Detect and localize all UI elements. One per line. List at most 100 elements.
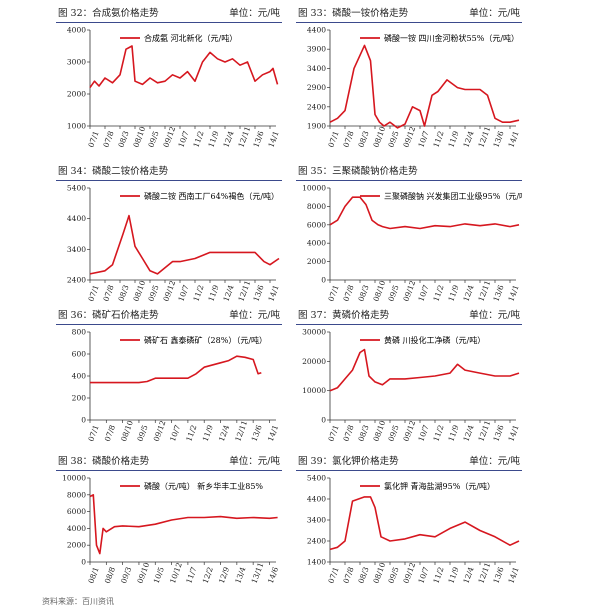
y-tick-label: 4400	[307, 495, 326, 504]
series-line	[329, 496, 520, 551]
chart-panel-yellow-phosphorus: 图 37：黄磷价格走势 单位：元/吨 0 10000 20000 30000 07/1 0…	[296, 308, 522, 448]
x-tick-label: 12/4	[461, 130, 475, 149]
chart-panel-ammonia: 图 32：合成氨价格走势 单位：元/吨 1000 2000 3000 4000 07/1…	[56, 6, 282, 154]
chart-title: 图 33：磷酸一铵价格走势	[298, 8, 409, 19]
x-tick-label: 08/10	[371, 561, 387, 585]
x-tick-label: 12/9	[217, 566, 231, 585]
x-tick-label: 14/1	[506, 130, 520, 149]
y-tick-label: 2000	[67, 541, 86, 550]
x-tick-label: 13/11	[250, 561, 266, 584]
x-tick-label: 14/1	[506, 566, 520, 585]
x-tick-label: 07/8	[341, 130, 355, 149]
x-tick-label: 08/3	[356, 424, 370, 443]
x-tick-label: 12/4	[461, 566, 475, 585]
x-tick-label: 09/12	[161, 125, 177, 149]
y-tick-label: 2000	[67, 90, 86, 99]
y-tick-label: 2000	[307, 257, 326, 266]
x-tick-label: 11/9	[446, 130, 460, 149]
y-tick-label: 0	[81, 416, 86, 425]
y-tick-label: 2900	[307, 83, 326, 92]
x-tick-label: 11/9	[446, 284, 460, 303]
y-tick-label: 3400	[307, 64, 326, 73]
y-tick-label: 1400	[307, 558, 326, 567]
y-tick-label: 3400	[307, 516, 326, 525]
series-line	[329, 44, 520, 129]
chart-panel-phosphoric-acid: 图 38：磷酸价格走势 单位：元/吨 0 2000 4000 6000 8000 1000…	[56, 454, 282, 590]
line-chart: 0 10000 20000 30000 07/1 07/8 08/3 08/10 09/5 09/…	[302, 328, 520, 443]
series-line	[89, 214, 280, 275]
chart-header: 图 35：三聚磷酸钠价格走势	[296, 164, 522, 181]
x-tick-label: 07/8	[103, 424, 117, 443]
source-note: 资料来源：百川资讯	[42, 597, 114, 606]
legend-label: 磷酸二铵 西南工厂64%褐色（元/吨）	[144, 191, 279, 201]
x-tick-label: 12/2	[201, 566, 215, 585]
series-line	[329, 196, 520, 230]
y-tick-label: 2400	[307, 102, 326, 111]
x-tick-label: 07/1	[326, 566, 340, 585]
x-tick-label: 09/12	[401, 125, 417, 149]
y-tick-label: 200	[72, 394, 87, 403]
chart-title: 图 37：黄磷价格走势	[298, 310, 390, 321]
chart-title: 图 32：合成氨价格走势	[58, 8, 159, 19]
y-tick-label: 5400	[307, 474, 326, 483]
x-tick-label: 07/1	[326, 424, 340, 443]
legend-label: 合成氨 河北新化（元/吨）	[144, 33, 237, 43]
x-tick-label: 08/10	[371, 419, 387, 443]
x-tick-label: 10/7	[416, 566, 430, 585]
y-tick-label: 8000	[307, 202, 326, 211]
y-tick-label: 0	[321, 276, 326, 285]
x-tick-label: 11/9	[206, 284, 220, 303]
x-tick-label: 11/2	[431, 284, 445, 303]
x-tick-label: 14/1	[266, 284, 280, 303]
x-tick-label: 08/3	[356, 130, 370, 149]
x-tick-label: 08/3	[116, 130, 130, 149]
chart-unit: 单位：元/吨	[229, 8, 280, 19]
x-tick-label: 13/6	[491, 284, 505, 303]
legend-label: 磷酸（元/吨） 新乡华丰工业85%	[144, 481, 263, 491]
y-tick-label: 0	[81, 558, 86, 567]
x-tick-label: 13/6	[491, 566, 505, 585]
x-tick-label: 10/7	[416, 424, 430, 443]
chart-unit: 单位：元/吨	[229, 310, 280, 321]
chart-header: 图 37：黄磷价格走势 单位：元/吨	[296, 308, 522, 325]
y-tick-label: 6000	[307, 220, 326, 229]
x-tick-label: 08/10	[119, 419, 135, 443]
x-tick-label: 08/1	[86, 566, 100, 585]
chart-panel-phosphate-rock: 图 36：磷矿石价格走势 单位：元/吨 0 200 400 600 800 07/1 07/…	[56, 308, 282, 448]
x-tick-label: 10/7	[176, 130, 190, 149]
chart-unit: 单位：元/吨	[469, 310, 520, 321]
x-tick-label: 12/11	[476, 279, 492, 302]
line-chart: 1900 2400 2900 3400 3900 4400 07/1 07/8 08/3 08/1…	[307, 26, 521, 149]
x-tick-label: 12/4	[217, 424, 231, 443]
series-line	[89, 45, 279, 89]
x-tick-label: 07/1	[86, 284, 100, 303]
x-tick-label: 13/4	[233, 566, 247, 585]
chart-header: 图 39：氯化钾价格走势 单位：元/吨	[296, 454, 522, 471]
chart-header: 图 38：磷酸价格走势 单位：元/吨	[56, 454, 282, 471]
line-chart: 2400 3400 4400 5400 07/1 07/8 08/3 08/10 09/5 09/…	[67, 184, 281, 303]
x-tick-label: 13/6	[250, 424, 264, 443]
chart-header: 图 32：合成氨价格走势 单位：元/吨	[56, 6, 282, 23]
x-tick-label: 09/12	[401, 561, 417, 585]
x-tick-label: 11/2	[184, 424, 198, 443]
x-tick-label: 08/10	[131, 279, 147, 303]
legend-label: 磷酸一铵 四川金河粉状55%（元/吨）	[384, 33, 519, 43]
x-tick-label: 14/1	[266, 424, 280, 443]
chart-unit: 单位：元/吨	[469, 456, 520, 467]
y-tick-label: 5400	[67, 184, 86, 193]
chart-title: 图 35：三聚磷酸钠价格走势	[298, 166, 418, 177]
x-tick-label: 07/8	[341, 424, 355, 443]
x-tick-label: 07/1	[326, 130, 340, 149]
y-tick-label: 8000	[67, 490, 86, 499]
x-tick-label: 09/3	[119, 566, 133, 585]
y-tick-label: 4000	[67, 26, 86, 35]
x-tick-label: 11/2	[191, 284, 205, 303]
x-tick-label: 09/5	[135, 424, 149, 443]
x-tick-label: 08/10	[371, 279, 387, 303]
y-tick-label: 20000	[302, 357, 326, 366]
y-tick-label: 3900	[307, 45, 326, 54]
x-tick-label: 07/1	[86, 424, 100, 443]
x-tick-label: 08/3	[356, 566, 370, 585]
